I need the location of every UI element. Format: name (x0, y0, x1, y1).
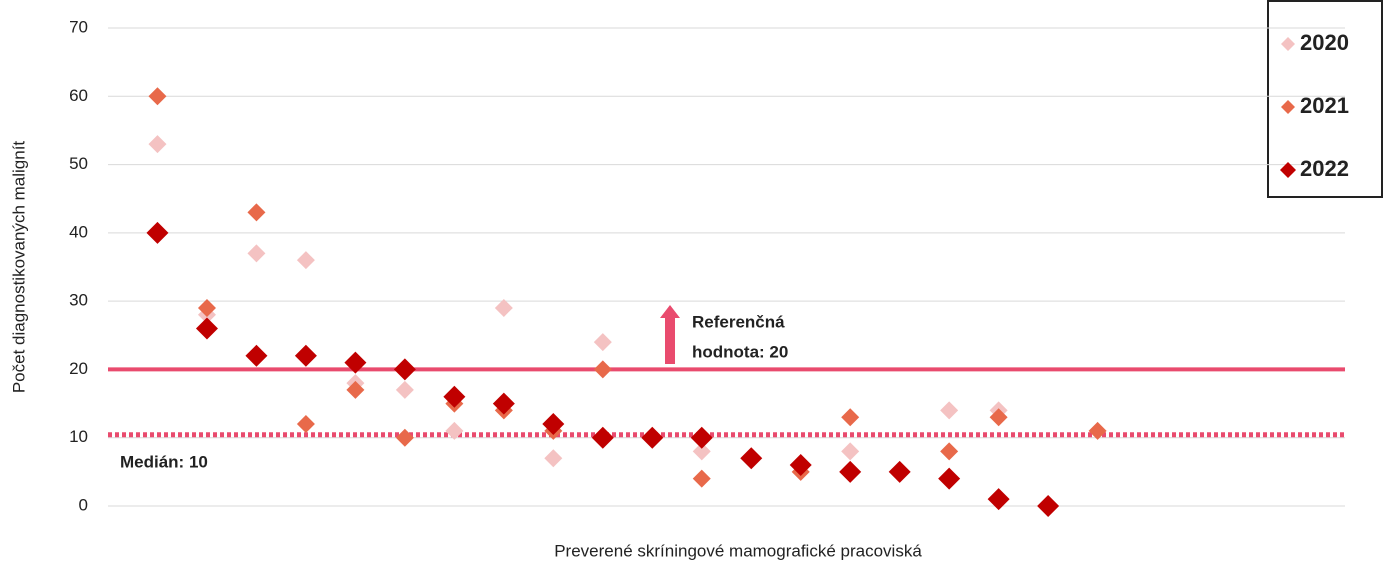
point (544, 449, 563, 468)
point (296, 415, 315, 434)
legend-label: 2020 (1300, 30, 1349, 55)
point (395, 380, 414, 399)
y-tick-label: 30 (69, 291, 88, 310)
point (593, 333, 612, 352)
point (1037, 495, 1060, 517)
point (146, 221, 169, 244)
point (344, 351, 367, 374)
point (940, 401, 959, 420)
legend-label: 2021 (1300, 93, 1349, 118)
point (740, 447, 763, 470)
point (492, 392, 515, 415)
y-tick-label: 20 (69, 359, 88, 378)
point (641, 426, 664, 449)
y-tick-label: 0 (79, 495, 88, 514)
point (938, 467, 961, 490)
x-axis-label: Preverené skríningové mamografické praco… (554, 541, 922, 560)
y-tick-label: 70 (69, 17, 88, 36)
point (148, 135, 167, 154)
point (841, 408, 860, 427)
point (395, 428, 414, 447)
y-tick-label: 60 (69, 86, 88, 105)
point (542, 413, 565, 436)
point (346, 380, 365, 399)
point (393, 358, 416, 381)
point (148, 87, 167, 106)
y-axis-label: Počet diagnostikovaných malignít (9, 141, 28, 394)
point (987, 488, 1010, 511)
point (247, 203, 266, 222)
point (296, 251, 315, 270)
reference-label: hodnota: 20 (692, 342, 788, 361)
reference-label: Referenčná (692, 312, 785, 331)
point (692, 442, 711, 461)
point (245, 344, 268, 367)
point (294, 344, 317, 367)
point (989, 408, 1008, 427)
point (494, 298, 513, 317)
point (443, 385, 466, 408)
point (841, 442, 860, 461)
legend-marker (1280, 162, 1296, 178)
point (591, 426, 614, 449)
point (445, 421, 464, 440)
point (789, 454, 812, 477)
y-tick-label: 50 (69, 154, 88, 173)
point (940, 442, 959, 461)
point (888, 460, 911, 483)
y-tick-label: 10 (69, 427, 88, 446)
point (690, 426, 713, 449)
point (195, 317, 218, 340)
point (593, 360, 612, 379)
legend-marker (1281, 37, 1295, 51)
point (1088, 421, 1107, 440)
point (247, 244, 266, 263)
legend-marker (1281, 100, 1295, 114)
point (692, 469, 711, 488)
median-label: Medián: 10 (120, 452, 208, 471)
point (839, 460, 862, 483)
reference-arrow (660, 305, 680, 364)
point (197, 298, 216, 317)
legend-label: 2022 (1300, 156, 1349, 181)
y-tick-label: 40 (69, 222, 88, 241)
